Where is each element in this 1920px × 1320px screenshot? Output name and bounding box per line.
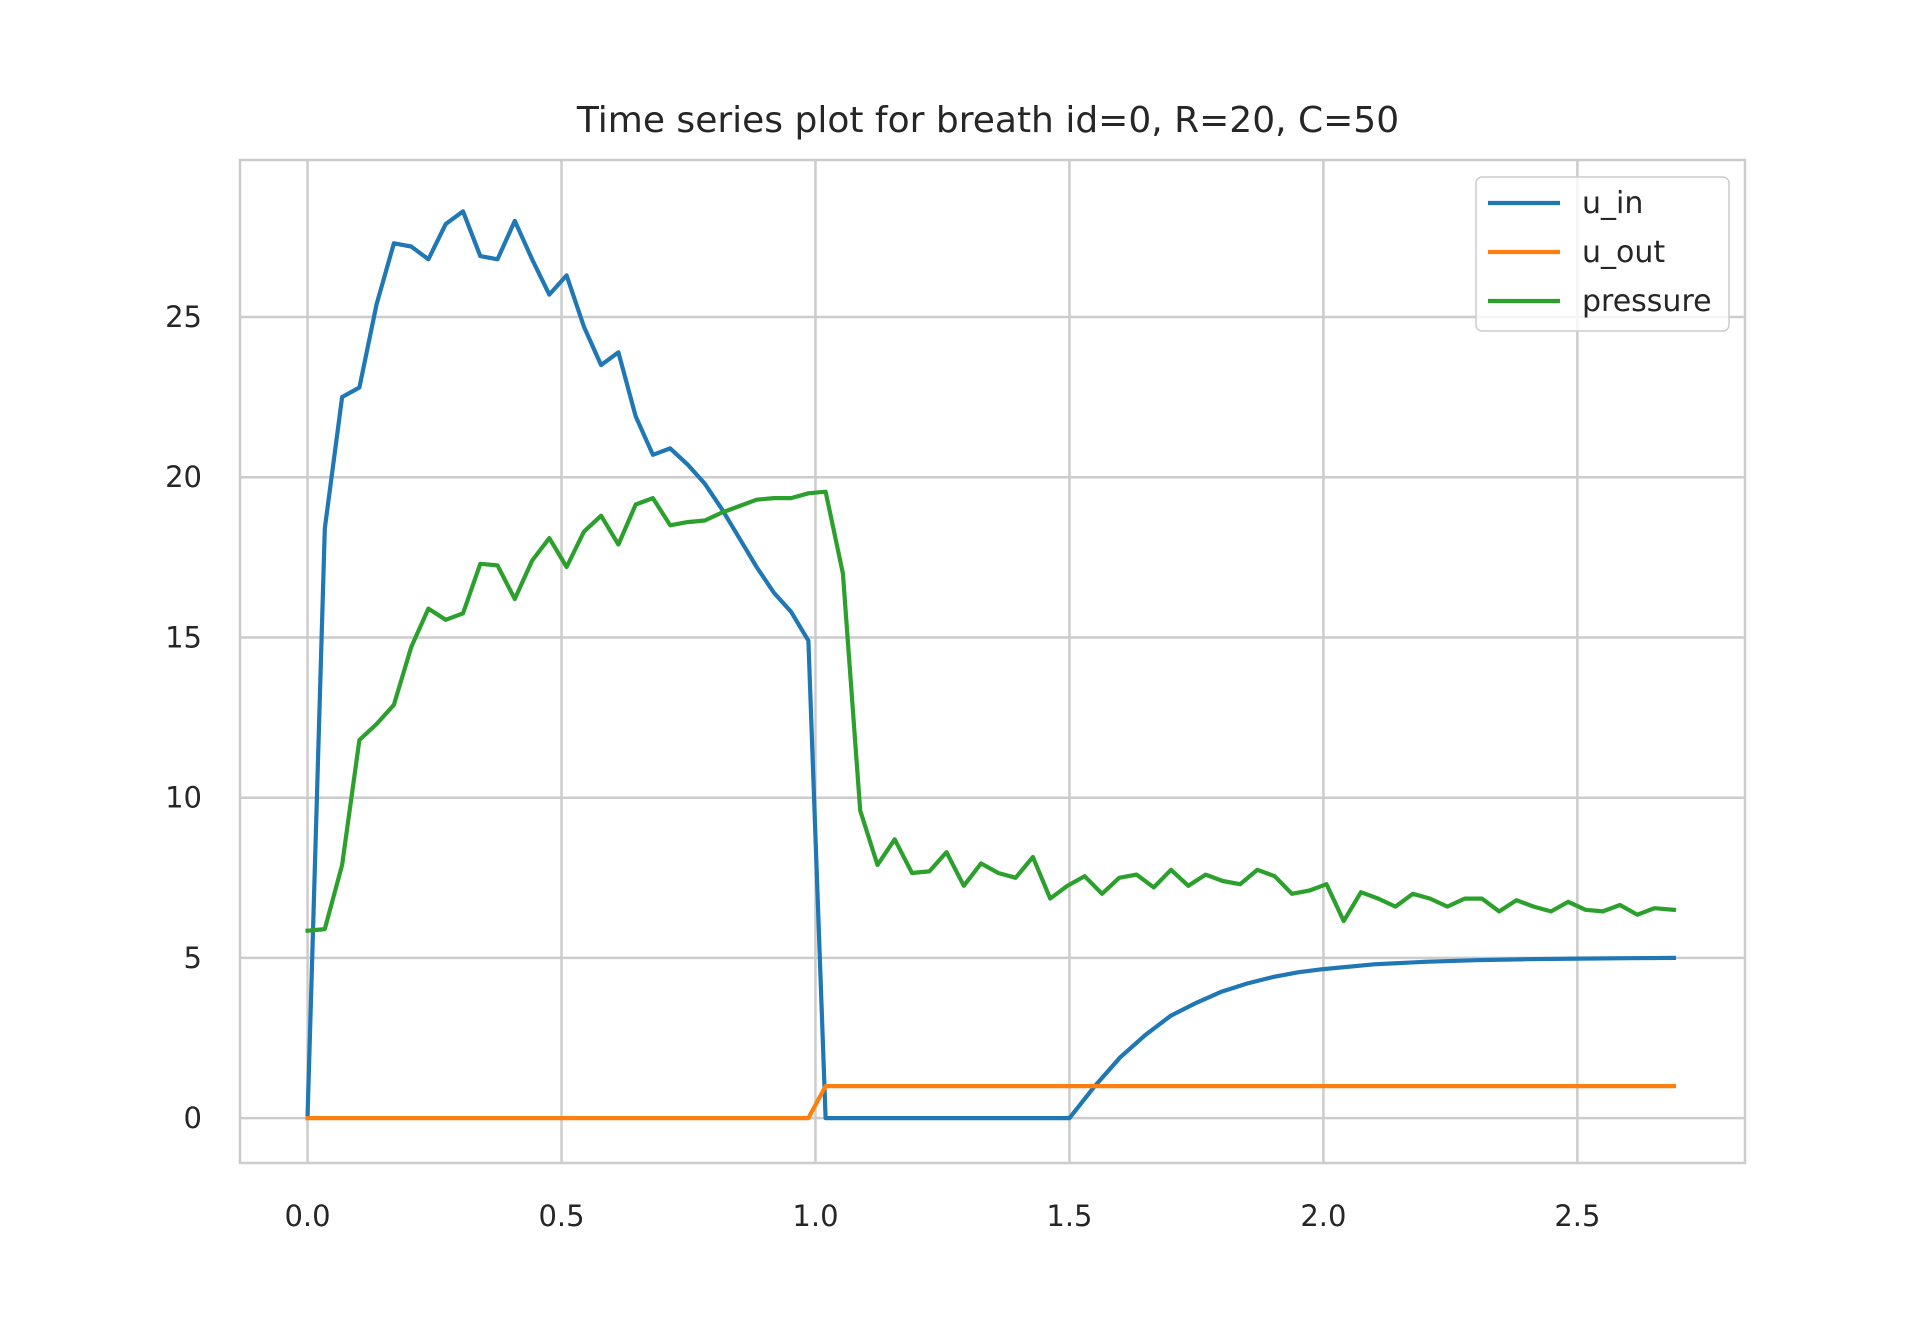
x-tick-label: 1.5 [1046, 1199, 1092, 1233]
legend-label-u-out: u_out [1582, 235, 1665, 270]
series-lines [305, 209, 1677, 1121]
y-tick-label: 25 [165, 300, 202, 334]
legend-label-pressure: pressure [1582, 284, 1712, 319]
y-tick-label: 20 [165, 460, 202, 494]
y-tick-label: 10 [165, 781, 202, 815]
series-line-pressure [305, 489, 1677, 933]
chart-title: Time series plot for breath id=0, R=20, … [576, 100, 1399, 141]
y-tick-label: 5 [184, 941, 202, 975]
legend: u_in u_out pressure [1475, 176, 1730, 332]
y-tick-label: 15 [165, 620, 202, 654]
plot-frame [238, 158, 1747, 1165]
y-tick-label: 0 [184, 1101, 202, 1135]
x-tick-label: 1.0 [792, 1199, 838, 1233]
x-tick-label: 2.5 [1554, 1199, 1600, 1233]
legend-box [1475, 176, 1730, 332]
legend-label-u-in: u_in [1582, 186, 1643, 221]
x-tick-labels: 0.0 0.5 1.0 1.5 2.0 2.5 [284, 1199, 1600, 1233]
x-tick-label: 2.0 [1300, 1199, 1346, 1233]
x-tick-label: 0.5 [538, 1199, 584, 1233]
series-line-u-in [305, 209, 1677, 1121]
x-tick-label: 0.0 [284, 1199, 330, 1233]
series-line-u-out [305, 1083, 1677, 1121]
y-tick-labels: 0 5 10 15 20 25 [165, 300, 202, 1135]
